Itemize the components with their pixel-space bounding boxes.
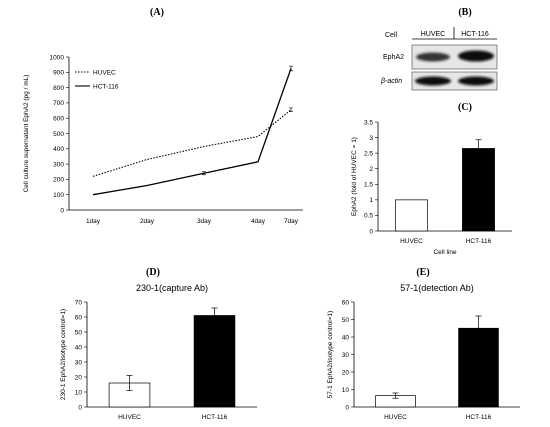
a-x-tick-label: 4day (251, 218, 266, 225)
d-chart-title: 230-1(capture Ab) (136, 283, 208, 293)
d-y-tick-label: 20 (75, 374, 83, 381)
blot-band-actin-hct116 (458, 76, 494, 86)
d-y-tick-label: 10 (75, 389, 83, 396)
c-x-axis-title: Cell line (433, 249, 457, 256)
panel-letter-c: (C) (458, 102, 472, 113)
e-y-tick-label: 20 (342, 369, 350, 376)
a-series-line-0 (92, 109, 292, 177)
blot-lane-label-huvec: HUVEC (421, 31, 446, 38)
e-bar (458, 327, 499, 408)
e-chart-title: 57-1(detection Ab) (400, 283, 474, 293)
d-y-tick-label: 50 (75, 329, 83, 336)
e-y-tick-label: 40 (342, 334, 350, 341)
d-y-tick-label: 0 (78, 404, 82, 411)
a-y-tick-label: 100 (53, 192, 64, 199)
a-y-axis-title: Cell culture supernatant EphA2 (pg / mL) (23, 75, 30, 193)
e-y-tick-label: 30 (342, 352, 350, 359)
panel-letter-a: (A) (150, 7, 164, 18)
c-y-tick-label: 3 (369, 135, 373, 142)
a-y-tick-label: 0 (60, 207, 64, 214)
c-y-tick-label: 2.5 (364, 150, 373, 157)
e-y-tick-label: 60 (342, 299, 350, 306)
panel-letter-e: (E) (416, 267, 429, 278)
d-y-tick-label: 70 (75, 299, 83, 306)
d-y-tick-label: 30 (75, 359, 83, 366)
d-x-tick-label: HUVEC (118, 414, 141, 421)
c-y-tick-label: 0 (369, 228, 373, 235)
a-y-tick-label: 400 (53, 146, 64, 153)
a-x-tick-label: 7day (284, 218, 299, 225)
e-y-tick-label: 50 (342, 317, 350, 324)
e-y-axis-title: 57-1 EphA2/isotype control=1) (327, 311, 334, 399)
c-bar (462, 148, 495, 232)
blot-band-epha2-hct116 (458, 50, 494, 62)
blot-cell-label: Cell (385, 32, 398, 39)
d-y-tick-label: 40 (75, 344, 83, 351)
blot-band-epha2-huvec (416, 52, 450, 62)
panel-letter-d: (D) (146, 267, 160, 278)
c-y-tick-label: 0.5 (364, 213, 373, 220)
d-bar (193, 315, 236, 408)
panel-letter-b: (B) (458, 7, 471, 18)
a-y-tick-label: 700 (53, 100, 64, 107)
a-legend-label-0: HUVEC (93, 69, 116, 76)
c-y-axis-title: EphA2 (fold of HUVEC = 1) (351, 137, 358, 216)
a-y-tick-label: 600 (53, 116, 64, 123)
a-x-tick-label: 2day (140, 218, 155, 225)
a-x-tick-label: 3day (197, 218, 212, 225)
a-legend-label-1: HCT-116 (93, 83, 119, 90)
blot-membrane-actin (411, 71, 498, 91)
a-y-tick-label: 500 (53, 131, 64, 138)
e-y-tick-label: 10 (342, 387, 350, 394)
blot-row-label-epha2: EphA2 (383, 54, 404, 61)
blot-lane-label-hct116: HCT-116 (461, 31, 489, 38)
c-y-tick-label: 1.5 (364, 182, 373, 189)
c-y-tick-label: 2 (369, 166, 373, 173)
c-x-tick-label: HUVEC (400, 238, 423, 245)
e-y-tick-label: 0 (345, 404, 349, 411)
e-x-tick-label: HCT-116 (466, 414, 492, 421)
blot-band-actin-huvec (415, 76, 451, 86)
e-x-tick-label: HUVEC (384, 414, 407, 421)
a-y-tick-label: 200 (53, 177, 64, 184)
blot-row-label-actin: β-actin (380, 78, 402, 85)
d-x-tick-label: HCT-116 (202, 414, 228, 421)
c-x-tick-label: HCT-116 (466, 238, 492, 245)
c-bar (395, 199, 428, 232)
a-y-tick-label: 900 (53, 70, 64, 77)
d-y-tick-label: 60 (75, 314, 83, 321)
c-y-tick-label: 1 (369, 197, 373, 204)
a-y-tick-label: 1000 (50, 54, 65, 61)
a-x-tick-label: 1day (86, 218, 101, 225)
a-y-tick-label: 800 (53, 85, 64, 92)
d-y-axis-title: 230-1 EphA2/isotype control=1) (60, 309, 67, 400)
c-y-tick-label: 3.5 (364, 119, 373, 126)
a-y-tick-label: 300 (53, 161, 64, 168)
